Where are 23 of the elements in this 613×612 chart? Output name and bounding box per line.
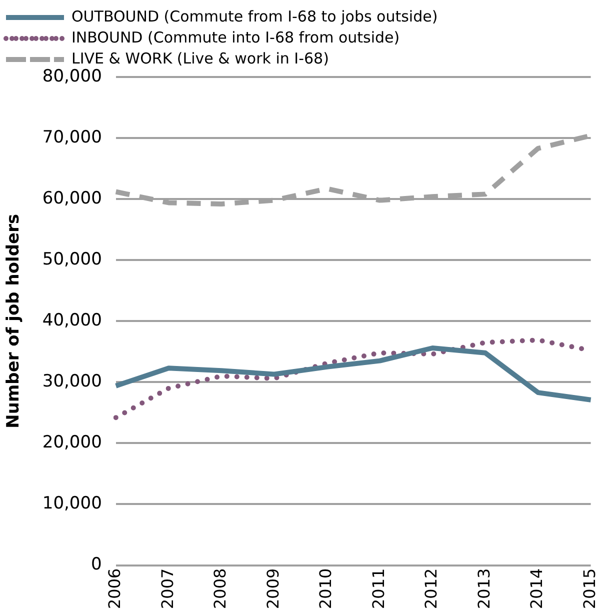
x-tick-label: 2008: [210, 568, 230, 609]
y-tick-label: 20,000: [42, 432, 102, 453]
x-tick-label: 2012: [422, 568, 441, 609]
legend-label: LIVE & WORK (Live & work in I-68): [72, 49, 329, 68]
y-tick-label: 60,000: [42, 188, 102, 208]
y-tick-label: 10,000: [42, 494, 102, 514]
y-tick-label: 30,000: [42, 372, 102, 392]
x-tick-label: 2010: [316, 568, 336, 609]
legend-label: OUTBOUND (Commute from I-68 to jobs outside): [72, 7, 438, 26]
legend-label: INBOUND (Commute into I-68 from outside): [72, 28, 400, 46]
y-tick-label: 50,000: [42, 250, 102, 270]
y-tick-label: 80,000: [42, 66, 102, 86]
x-tick-label: 2006: [105, 568, 124, 609]
y-tick-label: 0: [91, 554, 102, 575]
x-tick-label: 2011: [368, 568, 388, 609]
x-tick-label: 2014: [527, 568, 546, 609]
y-tick-label: 40,000: [42, 310, 102, 331]
x-tick-label: 2013: [474, 568, 494, 609]
x-tick-label: 2009: [263, 568, 282, 609]
x-tick-label: 2007: [158, 568, 177, 609]
y-tick-label: 70,000: [42, 127, 102, 148]
x-tick-label: 2015: [580, 568, 599, 609]
y-axis-title: Number of job holders: [4, 214, 24, 428]
